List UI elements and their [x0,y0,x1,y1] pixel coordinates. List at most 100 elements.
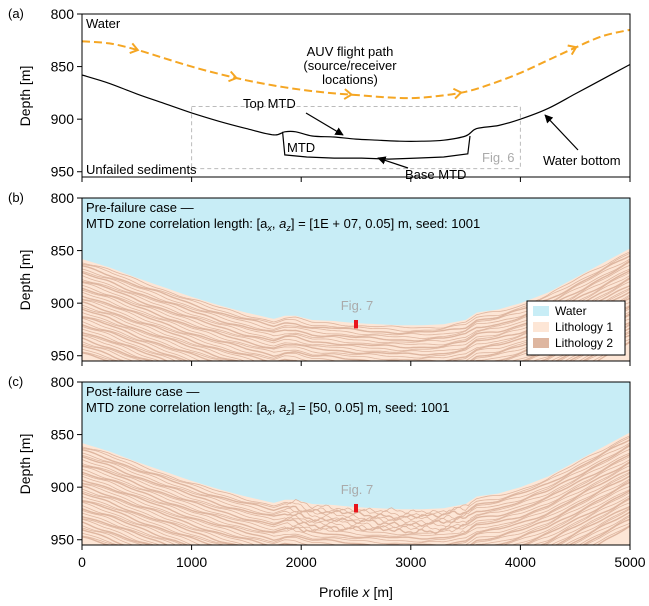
panel-c-fig7-ref: Fig. 7 [341,482,374,497]
ytick-label: 850 [51,243,75,259]
auv-arrowhead [567,44,578,56]
lithology-2-layer [82,307,630,361]
lithology-2-layer [82,465,630,545]
lithology-2-layer [82,318,630,361]
lithology-2-layer [82,485,630,545]
ytick-label: 950 [51,348,75,364]
panel-c-yticks: 800 850 900 950 [51,374,82,548]
arrow-base-mtd [377,156,409,169]
label-mtd: MTD [287,140,315,155]
panel-c-caption-2: MTD zone correlation length: [ax, az] = … [86,400,449,417]
auv-arrowhead [129,42,140,54]
lithology-2-layer [82,497,630,545]
lithology-2-layer [82,498,630,545]
label-unfailed-sediments: Unfailed sediments [86,162,197,177]
panel-c-lithology-layers [82,435,630,545]
legend-label-lithology-2: Lithology 2 [555,336,613,350]
panel-c: (c) Depth [m] 800 850 900 950 0 1000 2000 3000… [8,374,646,600]
ytick-label: 950 [51,164,75,180]
lithology-2-layer [82,455,630,536]
lithology-2-layer [82,459,630,537]
panel-c-xlabel: Profile x [m] [319,584,393,600]
panel-a-xticks [81,177,631,182]
panel-b-caption-1: Pre-failure case — [86,200,194,215]
lithology-2-layer [82,469,630,545]
lithology-2-layer [82,444,630,527]
panel-b-fig7-ref: Fig. 7 [341,298,374,313]
xtick-label: 3000 [395,554,426,570]
ytick-label: 850 [51,427,75,443]
arrow-water-bottom [544,114,579,151]
panel-b-xticks [81,361,631,366]
panel-a-yticks: 800 850 900 950 [51,6,82,180]
xtick-label: 4000 [505,554,536,570]
lithology-2-layer [82,475,630,545]
lithology-2-layer [82,479,630,545]
legend-swatch-lithology-1 [533,322,549,332]
xtick-label: 1000 [176,554,207,570]
auv-arrowhead [452,87,463,100]
lithology-2-layer [82,448,630,529]
ytick-label: 850 [51,59,75,75]
label-water-bottom: Water bottom [543,153,621,168]
panel-c-ylabel: Depth [m] [17,434,33,495]
panel-c-frame [81,381,631,546]
ytick-label: 800 [51,190,75,206]
ytick-label: 900 [51,111,75,127]
lithology-2-layer [82,502,630,545]
auv-direction-arrows [129,42,578,100]
panel-b-label: (b) [8,190,24,205]
panel-a-fig6-box [191,106,521,170]
legend-swatch-lithology-2 [533,338,549,348]
label-top-mtd: Top MTD [243,96,296,111]
lithology-2-layer [82,313,630,361]
arrow-top-mtd [305,112,344,136]
lithology-2-layer [82,491,630,545]
ytick-label: 950 [51,532,75,548]
lithology-2-layer [82,453,630,535]
label-auv-sub2: locations) [322,72,378,87]
panel-c-xticks: 0 1000 2000 3000 4000 5000 [78,545,646,570]
panel-b-frame [81,197,631,362]
lithology-2-layer [82,478,630,545]
panel-c-label: (c) [8,374,23,389]
label-base-mtd: Base MTD [405,167,466,182]
xtick-label: 0 [78,554,86,570]
label-fig6-ref: Fig. 6 [482,150,515,165]
lithology-2-layer [82,442,630,522]
panel-b-fig7-marker [354,319,358,329]
lithology-2-layer [82,495,630,545]
xtick-label: 2000 [286,554,317,570]
auv-flight-path [82,28,630,100]
ytick-label: 900 [51,479,75,495]
lithology-2-layer [82,311,630,361]
lithology-2-layer [82,489,630,545]
label-auv-sub1: (source/receiver [303,58,397,73]
lithology-2-layer [82,461,630,540]
auv-arrowhead [343,88,354,100]
panel-b-yticks: 800 850 900 950 [51,190,82,364]
panel-b-caption-2: MTD zone correlation length: [ax, az] = … [86,216,480,233]
ytick-label: 800 [51,374,75,390]
lithology-2-layer [82,314,630,361]
legend-label-lithology-1: Lithology 1 [555,320,613,334]
panel-b-ylabel: Depth [m] [17,250,33,311]
label-water: Water [86,16,121,31]
panel-b-legend: Water Lithology 1 Lithology 2 [526,300,626,356]
lithology-2-layer [82,443,630,525]
panel-c-caption-1: Post-failure case — [86,384,199,399]
panel-a-frame [81,13,631,178]
ytick-label: 800 [51,6,75,22]
label-auv-path: AUV flight path [307,44,394,59]
panel-a-ylabel: Depth [m] [17,66,33,127]
lithology-2-layer [82,472,630,545]
legend-label-water: Water [555,304,587,318]
legend-swatch-water [533,306,549,316]
panel-a-label: (a) [8,6,24,21]
ytick-label: 900 [51,295,75,311]
xtick-label: 5000 [614,554,645,570]
base-mtd-line [281,131,471,160]
panel-a: (a) Depth [m] 800 850 900 950 Water Unfaile… [8,6,631,182]
panel-b: (b) Depth [m] 800 850 900 950 Pre-failure c… [8,190,631,366]
